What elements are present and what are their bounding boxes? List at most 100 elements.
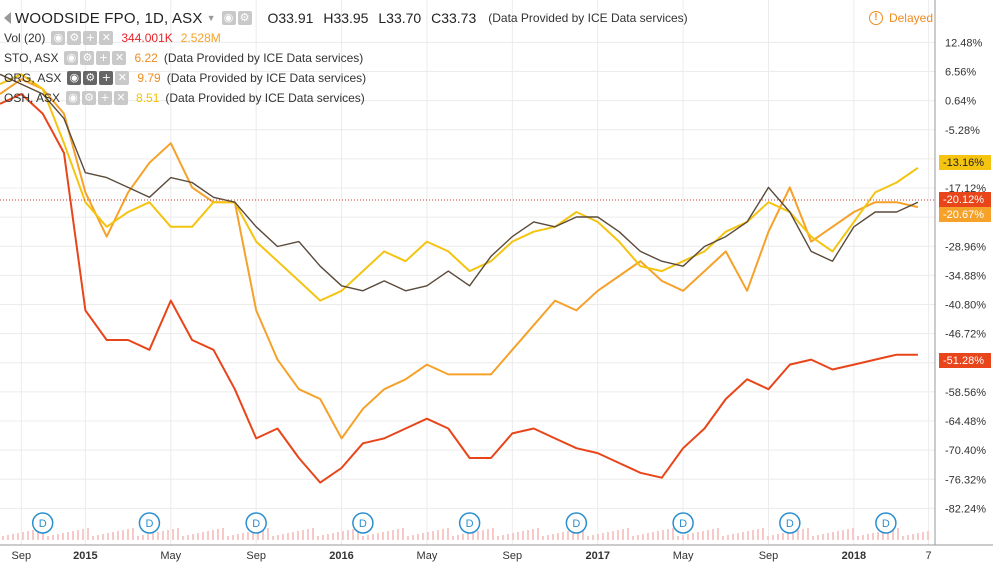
gear-icon[interactable]: ⚙ — [237, 11, 252, 25]
last-value-badge — [939, 353, 991, 368]
dividend-marker[interactable] — [31, 512, 54, 534]
volume-bar — [397, 529, 399, 540]
volume-bar — [542, 536, 544, 540]
series-line[interactable] — [0, 93, 918, 484]
dividend-marker[interactable] — [875, 512, 897, 534]
volume-bar — [62, 533, 64, 540]
series-line[interactable] — [0, 78, 919, 440]
chevron-down-icon[interactable]: ▼ — [206, 13, 216, 23]
delayed-indicator[interactable]: ! Delayed — [868, 11, 933, 25]
plus-icon[interactable]: + — [83, 31, 98, 45]
volume-bar — [117, 531, 119, 540]
dividend-marker[interactable] — [245, 512, 267, 534]
open-value: O33.91 — [267, 10, 314, 26]
eye-icon[interactable]: ◉ — [64, 51, 79, 65]
compare-symbol[interactable]: ORG, ASX — [4, 71, 62, 85]
volume-value: 344.001K — [121, 31, 173, 45]
eye-icon[interactable]: ◉ — [67, 71, 82, 85]
volume-bar — [762, 528, 764, 540]
volume-label[interactable]: Vol (20) — [4, 31, 46, 45]
last-value-label: -20.67% — [943, 209, 984, 221]
volume-bar — [352, 529, 354, 540]
volume-bar — [287, 533, 289, 540]
last-value-labels: -13.16% -20.12% -20.67% -51.28% — [939, 155, 991, 368]
volume-bar — [832, 532, 834, 540]
plus-icon[interactable]: + — [98, 91, 113, 105]
volume-bar — [2, 536, 4, 540]
volume-bar — [582, 528, 584, 540]
dividend-marker-label: D — [145, 518, 153, 530]
volume-bar — [192, 534, 194, 540]
volume-bar — [222, 528, 224, 540]
volume-bar — [507, 534, 509, 540]
volume-bar — [552, 534, 554, 540]
dividend-marker[interactable] — [779, 512, 801, 534]
eye-icon[interactable]: ◉ — [221, 11, 236, 25]
legend-volume-row: Vol (20) ◉ ⚙ + ✕ 344.001K 2.528M — [4, 28, 688, 48]
dividend-marker[interactable] — [458, 512, 481, 534]
volume-bar — [502, 535, 504, 540]
volume-bar — [547, 535, 549, 540]
collapse-flag-icon[interactable] — [4, 12, 11, 24]
dividend-marker[interactable] — [672, 512, 694, 534]
gear-icon[interactable]: ⚙ — [83, 71, 98, 85]
volume-bar — [292, 532, 294, 540]
eye-icon[interactable]: ◉ — [66, 91, 81, 105]
gear-icon[interactable]: ⚙ — [80, 51, 95, 65]
legend-compare-row: ORG, ASX ◉ ⚙ + ✕ 9.79 (Data Provided by … — [4, 68, 688, 88]
volume-bar — [897, 528, 899, 540]
volume-bar — [882, 531, 884, 540]
dividend-marker-label: D — [786, 518, 794, 530]
volume-bar — [672, 528, 674, 540]
close-icon[interactable]: ✕ — [114, 91, 129, 105]
volume-bar — [257, 530, 259, 540]
x-tick-label: 2017 — [585, 550, 609, 562]
volume-bar — [462, 534, 464, 540]
gear-icon[interactable]: ⚙ — [82, 91, 97, 105]
dividend-marker[interactable] — [138, 512, 161, 534]
eye-icon[interactable]: ◉ — [51, 31, 66, 45]
compare-value: 9.79 — [137, 71, 161, 85]
x-tick-label: Sep — [12, 550, 32, 562]
plus-icon[interactable]: + — [99, 71, 114, 85]
volume-bar — [332, 533, 334, 540]
volume-bar — [807, 528, 809, 540]
last-value-label: -51.28% — [943, 355, 984, 367]
volume-bar — [682, 535, 684, 540]
volume-bar — [337, 532, 339, 540]
series-line[interactable] — [0, 73, 919, 292]
dividend-marker[interactable] — [565, 512, 588, 534]
volume-bar — [102, 534, 104, 540]
close-icon[interactable]: ✕ — [99, 31, 114, 45]
volume-bar — [362, 536, 364, 540]
volume-bar — [197, 533, 199, 540]
close-icon[interactable]: ✕ — [112, 51, 127, 65]
gear-icon[interactable]: ⚙ — [67, 31, 82, 45]
volume-bar — [137, 536, 139, 540]
close-icon[interactable]: ✕ — [115, 71, 130, 85]
y-tick-label: 6.56% — [945, 67, 976, 79]
volume-bar — [712, 529, 714, 540]
series-line[interactable] — [0, 73, 919, 302]
legend-compare-row: OSH, ASX ◉ ⚙ + ✕ 8.51 (Data Provided by … — [4, 88, 688, 108]
volume-ma-value: 2.528M — [180, 31, 221, 45]
plus-icon[interactable]: + — [96, 51, 111, 65]
y-tick-label: -70.40% — [945, 445, 986, 457]
symbol-title[interactable]: WOODSIDE FPO, 1D, ASX — [15, 9, 203, 27]
volume-buttons: ◉ ⚙ + ✕ — [51, 31, 115, 45]
compare-symbol[interactable]: STO, ASX — [4, 51, 59, 65]
dividend-marker-label: D — [39, 518, 47, 530]
volume-bar — [697, 532, 699, 540]
y-tick-label: -76.32% — [945, 474, 986, 486]
volume-bar — [57, 534, 59, 540]
dividend-marker[interactable] — [352, 512, 374, 534]
volume-bar — [617, 530, 619, 540]
volume-bar — [277, 535, 279, 540]
volume-bar — [47, 536, 49, 540]
volume-bar — [742, 532, 744, 540]
volume-bar — [112, 532, 114, 540]
y-tick-label: -34.88% — [945, 270, 986, 282]
compare-symbol[interactable]: OSH, ASX — [4, 91, 61, 105]
volume-bar — [382, 532, 384, 540]
